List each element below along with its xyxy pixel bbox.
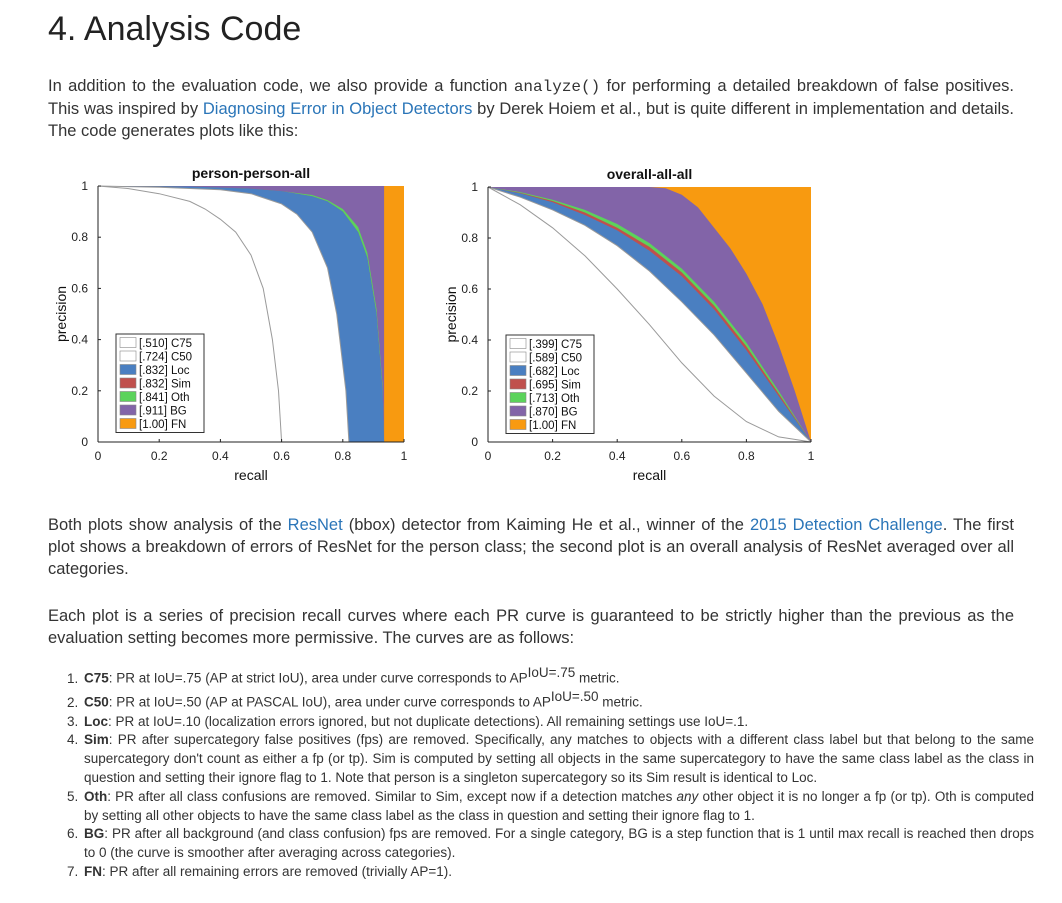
legend-swatch-bg (509, 405, 527, 417)
intro-paragraph: In addition to the evaluation code, we a… (48, 77, 1015, 140)
y-tick-label: 0.4 (461, 333, 478, 347)
diagnosing-error-link[interactable]: Diagnosing Error in Object Detectors (202, 100, 473, 118)
y-axis-label: precision (53, 286, 69, 342)
curves-intro-paragraph: Each plot is a series of precision recal… (48, 607, 1014, 647)
list-item-loc: Loc: PR at IoU=.10 (localization errors … (82, 713, 1034, 732)
legend-label-loc: [.832] Loc (139, 365, 190, 377)
list-item-fn: FN: PR after all remaining errors are re… (82, 863, 1034, 882)
x-axis-label: recall (633, 467, 666, 483)
legend-swatch-fn (119, 418, 137, 429)
y-tick-label: 0.8 (461, 231, 478, 245)
chart-title: person-person-all (192, 165, 310, 181)
legend-label-sim: [.832] Sim (139, 379, 191, 391)
legend-swatch-oth (119, 391, 137, 402)
curve-c50 (487, 186, 812, 443)
y-tick-label: 0.2 (71, 384, 88, 398)
x-tick-label: 0.8 (334, 449, 351, 463)
legend-swatch-fn (509, 419, 527, 430)
y-tick-label: 1 (81, 179, 88, 193)
curve-c75 (97, 185, 283, 443)
y-tick-label: 0.6 (461, 282, 478, 296)
x-axis-label: recall (234, 467, 267, 483)
legend-swatch-sim (119, 377, 137, 389)
list-item-c75: C75: PR at IoU=.75 (AP at strict IoU), a… (82, 664, 1034, 688)
list-item-oth: Oth: PR after all class confusions are r… (82, 788, 1034, 826)
legend-swatch-bg (119, 404, 137, 416)
curve-definitions-list: C75: PR at IoU=.75 (AP at strict IoU), a… (64, 664, 1034, 882)
y-tick-label: 0.6 (71, 281, 88, 295)
detection-challenge-link[interactable]: 2015 Detection Challenge (749, 516, 943, 534)
x-tick-label: 0.2 (151, 449, 168, 463)
y-axis-label: precision (443, 286, 459, 342)
legend-label-sim: [.695] Sim (529, 380, 581, 392)
x-tick-label: 0 (95, 449, 102, 463)
legend-swatch-c50 (509, 351, 527, 363)
legend-label-oth: [.841] Oth (139, 392, 190, 404)
legend-swatch-loc (509, 365, 527, 376)
x-tick-label: 0.4 (212, 449, 229, 463)
plot-overall-all-all: 0 0.2 0.4 0.6 0.8 1 0 0.2 0.4 0.6 0.8 1 overall-all-… (438, 160, 838, 493)
x-tick-label: 0.8 (738, 449, 755, 463)
x-tick-label: 0.2 (544, 449, 561, 463)
pr-chart-person-person-all: 0 0.2 0.4 0.6 0.8 1 0 0.2 0.4 0.6 0.8 1 person-perso… (53, 165, 408, 483)
list-item-sim: Sim: PR after supercategory false positi… (82, 731, 1034, 787)
page-title: 4. Analysis Code (48, 10, 302, 48)
x-tick-label: 0.6 (673, 449, 690, 463)
y-tick-label: 0 (471, 435, 478, 449)
x-tick-label: 1 (808, 449, 815, 463)
legend-label-oth: [.713] Oth (529, 393, 580, 405)
list-item-bg: BG: PR after all background (and class c… (82, 825, 1034, 863)
y-tick-label: 0.4 (71, 333, 88, 347)
legend-label-loc: [.682] Loc (529, 366, 580, 378)
legend-swatch-c50 (119, 350, 137, 362)
legend-label-c75: [.399] C75 (529, 339, 582, 351)
y-tick-label: 0.8 (71, 230, 88, 244)
legend-label-c50: [.589] C50 (529, 353, 582, 365)
resnet-link[interactable]: ResNet (287, 516, 343, 534)
plots-description-paragraph: Both plots show analysis of the ResNet (… (48, 516, 1014, 578)
x-tick-label: 0.4 (609, 449, 626, 463)
analyze-function-code: analyze() (513, 78, 601, 96)
legend-label-bg: [.870] BG (529, 407, 578, 419)
y-tick-label: 1 (471, 180, 478, 194)
x-tick-label: 1 (401, 449, 408, 463)
legend-label-c50: [.724] C50 (139, 352, 192, 364)
legend-label-bg: [.911] BG (139, 406, 187, 418)
legend-label-fn: [1.00] FN (139, 419, 186, 431)
y-tick-label: 0 (81, 435, 88, 449)
x-tick-label: 0.6 (273, 449, 290, 463)
legend-label-c75: [.510] C75 (139, 338, 192, 350)
legend-swatch-oth (509, 392, 527, 403)
legend-swatch-sim (509, 378, 527, 390)
pr-chart-overall-all-all: 0 0.2 0.4 0.6 0.8 1 0 0.2 0.4 0.6 0.8 1 overall-all-… (443, 166, 815, 483)
plot-person-person-all: 0 0.2 0.4 0.6 0.8 1 0 0.2 0.4 0.6 0.8 1 person-perso… (48, 160, 448, 493)
x-tick-label: 0 (485, 449, 492, 463)
y-tick-label: 0.2 (461, 384, 478, 398)
legend-swatch-loc (119, 364, 137, 375)
legend-label-fn: [1.00] FN (529, 420, 576, 432)
chart-title: overall-all-all (607, 166, 693, 182)
list-item-c50: C50: PR at IoU=.50 (AP at PASCAL IoU), a… (82, 688, 1034, 712)
legend-swatch-c75 (119, 337, 137, 348)
curve-c50 (97, 185, 350, 443)
legend-swatch-c75 (509, 338, 527, 349)
curve-c75 (487, 186, 812, 443)
